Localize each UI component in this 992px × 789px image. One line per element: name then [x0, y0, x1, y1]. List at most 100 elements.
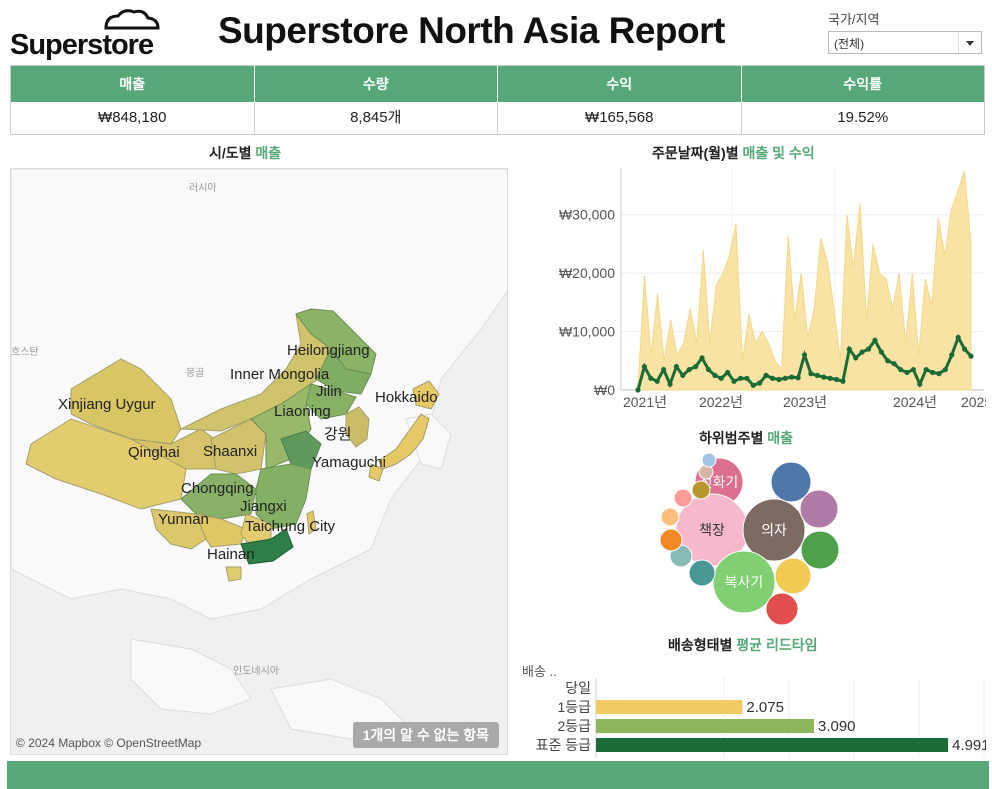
bubble[interactable]: 복사기 [712, 550, 776, 614]
profit-point[interactable] [808, 371, 814, 377]
profit-point[interactable] [776, 376, 782, 383]
profit-point[interactable] [801, 352, 808, 358]
chevron-down-icon[interactable] [958, 32, 981, 53]
profit-point[interactable] [744, 375, 750, 381]
region-sales-map[interactable]: 러시아 몽골 흐스탄 인도네시아 Heilongjiang Inner Mong… [10, 168, 508, 755]
bubble[interactable] [673, 488, 693, 508]
bubble-circle[interactable] [659, 528, 683, 552]
region-jilin[interactable] [315, 348, 372, 395]
profit-point[interactable] [865, 346, 872, 352]
region-guangdong[interactable] [240, 528, 294, 565]
country-filter-select[interactable]: (전체) [828, 31, 982, 54]
region-xinjiang[interactable] [70, 358, 182, 445]
profit-point[interactable] [853, 355, 859, 361]
profit-point[interactable] [897, 366, 904, 373]
bar[interactable] [596, 719, 814, 733]
bubble-circle[interactable] [660, 507, 680, 527]
profit-point[interactable] [750, 382, 756, 388]
profit-point[interactable] [949, 352, 955, 358]
bar[interactable] [596, 700, 743, 714]
bubble-circle[interactable] [765, 592, 799, 626]
profit-point[interactable] [942, 366, 948, 373]
region-heilongjiang[interactable] [295, 308, 377, 375]
region-kyushu[interactable] [368, 463, 384, 482]
profit-point[interactable] [635, 387, 641, 393]
profit-point[interactable] [731, 378, 737, 384]
profit-point[interactable] [699, 355, 705, 361]
bubble[interactable]: 의자 [742, 498, 806, 562]
profit-point[interactable] [961, 346, 968, 352]
bubble-circle[interactable] [673, 488, 693, 508]
unknown-items-badge[interactable]: 1개의 알 수 없는 항목 [352, 722, 499, 748]
region-taiwan[interactable] [306, 510, 317, 535]
map-attribution[interactable]: © 2024 Mapbox © OpenStreetMap [16, 736, 202, 750]
profit-point[interactable] [827, 375, 833, 381]
profit-point[interactable] [725, 369, 731, 376]
bubble[interactable] [770, 461, 812, 503]
bubble-circle[interactable] [712, 550, 776, 614]
profit-point[interactable] [718, 375, 724, 381]
bubble[interactable] [688, 559, 716, 587]
bubble-circle[interactable] [774, 557, 812, 595]
region-korea[interactable] [345, 406, 370, 448]
profit-point[interactable] [686, 366, 692, 373]
bar[interactable] [596, 738, 949, 752]
profit-point[interactable] [872, 337, 878, 343]
profit-point[interactable] [885, 358, 891, 364]
profit-point[interactable] [757, 380, 763, 386]
profit-point[interactable] [891, 361, 897, 367]
profit-point[interactable] [923, 366, 929, 373]
profit-point[interactable] [936, 371, 942, 377]
profit-point[interactable] [667, 381, 673, 387]
profit-point[interactable] [648, 375, 654, 381]
profit-point[interactable] [904, 369, 910, 376]
bubble[interactable] [659, 528, 683, 552]
bubble[interactable] [765, 592, 799, 626]
profit-point[interactable] [917, 381, 923, 387]
bubble-circle[interactable] [770, 461, 812, 503]
region-hokkaido[interactable] [412, 380, 440, 410]
bubble-circle[interactable] [799, 489, 839, 529]
bubble-circle[interactable] [688, 559, 716, 587]
leadtime-bar-chart[interactable]: 배송 .. 당일 1등급 2.075 2등급 3.090 표준 등급 4.991 [514, 660, 986, 758]
bubble[interactable] [799, 489, 839, 529]
region-east-coast[interactable] [255, 463, 312, 530]
bubble[interactable] [691, 480, 711, 500]
region-shandong[interactable] [280, 430, 322, 470]
profit-point[interactable] [878, 349, 884, 355]
bubble[interactable] [701, 452, 717, 468]
profit-point[interactable] [763, 372, 769, 378]
profit-point[interactable] [846, 346, 852, 352]
profit-point[interactable] [795, 375, 801, 381]
profit-point[interactable] [693, 364, 699, 370]
profit-point[interactable] [821, 374, 827, 380]
bubble-circle[interactable] [800, 530, 840, 570]
map-canvas[interactable]: 러시아 몽골 흐스탄 인도네시아 Heilongjiang Inner Mong… [11, 169, 508, 755]
profit-point[interactable] [929, 369, 936, 376]
profit-point[interactable] [661, 366, 667, 373]
profit-point[interactable] [705, 366, 712, 373]
profit-point[interactable] [737, 375, 744, 381]
bubble[interactable] [800, 530, 840, 570]
profit-point[interactable] [789, 374, 795, 380]
profit-point[interactable] [910, 366, 916, 373]
profit-point[interactable] [833, 376, 840, 383]
profit-point[interactable] [769, 375, 776, 381]
profit-point[interactable] [673, 364, 680, 370]
region-honshu[interactable] [378, 413, 430, 470]
profit-point[interactable] [859, 349, 865, 355]
bubble-circle[interactable] [742, 498, 806, 562]
profit-point[interactable] [968, 353, 974, 359]
bubble-circle[interactable] [691, 480, 711, 500]
profit-point[interactable] [814, 372, 820, 378]
sales-profit-line-chart[interactable]: ₩0 ₩10,000 ₩20,000 ₩30,000 2021년 2022년 2023년 20… [514, 168, 986, 418]
profit-point[interactable] [840, 378, 846, 384]
profit-point[interactable] [680, 372, 686, 378]
profit-point[interactable] [641, 364, 648, 370]
sales-area[interactable] [637, 170, 972, 391]
profit-point[interactable] [955, 334, 961, 341]
bubble[interactable] [774, 557, 812, 595]
region-hainan[interactable] [225, 566, 242, 582]
profit-point[interactable] [654, 378, 660, 384]
